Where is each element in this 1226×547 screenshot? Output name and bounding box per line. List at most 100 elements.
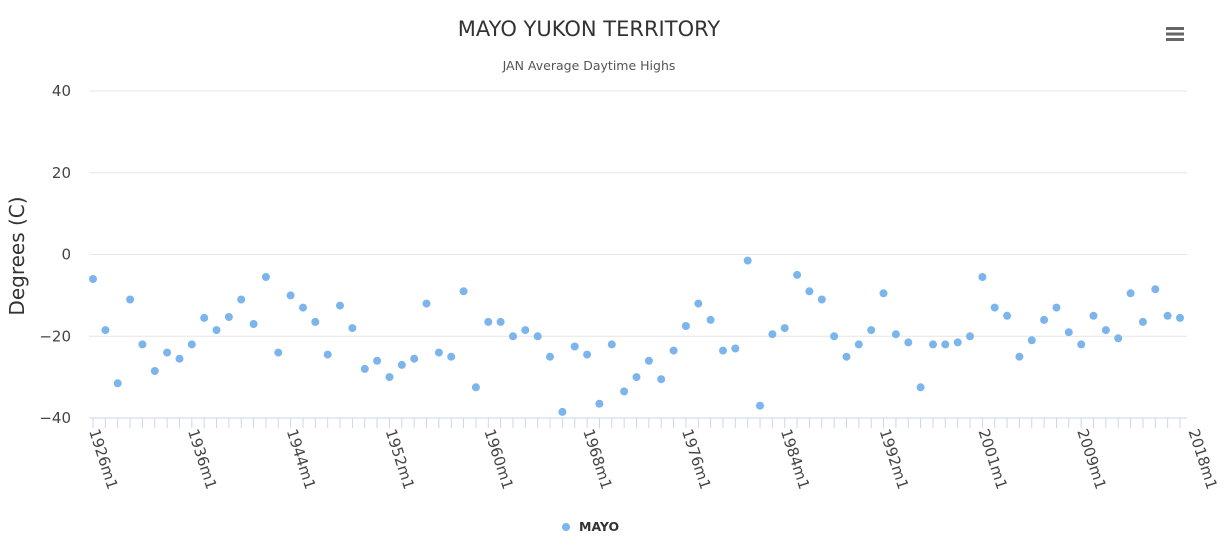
y-tick-label: −20 <box>39 327 71 345</box>
data-point[interactable] <box>274 348 283 357</box>
data-point[interactable] <box>583 350 592 359</box>
x-tick-label: 1968m1 <box>579 427 615 492</box>
data-point[interactable] <box>521 326 530 335</box>
data-point[interactable] <box>731 344 740 353</box>
data-point[interactable] <box>546 352 554 361</box>
legend-marker <box>562 523 570 531</box>
data-point[interactable] <box>447 352 456 361</box>
data-point[interactable] <box>780 324 789 333</box>
data-point[interactable] <box>916 383 925 392</box>
data-point[interactable] <box>385 373 394 382</box>
data-point[interactable] <box>249 320 258 328</box>
data-point[interactable] <box>1114 334 1123 343</box>
data-point[interactable] <box>558 407 567 416</box>
data-point[interactable] <box>187 340 196 349</box>
data-points <box>89 256 1184 416</box>
data-point[interactable] <box>595 399 604 408</box>
data-point[interactable] <box>793 270 802 279</box>
data-point[interactable] <box>299 303 307 312</box>
data-point[interactable] <box>1138 317 1147 326</box>
data-point[interactable] <box>360 364 369 373</box>
data-point[interactable] <box>1003 311 1012 320</box>
data-point[interactable] <box>311 317 320 326</box>
data-point[interactable] <box>533 332 542 341</box>
data-point[interactable] <box>941 340 950 349</box>
data-point[interactable] <box>471 383 480 392</box>
data-point[interactable] <box>336 301 344 310</box>
context-menu-button[interactable] <box>1162 21 1188 45</box>
data-point[interactable] <box>1040 315 1049 324</box>
data-point[interactable] <box>1176 313 1184 322</box>
data-point[interactable] <box>694 299 703 308</box>
data-point[interactable] <box>904 338 913 347</box>
data-point[interactable] <box>138 340 147 349</box>
data-point[interactable] <box>607 340 616 349</box>
data-point[interactable] <box>237 295 246 304</box>
data-point[interactable] <box>1052 303 1061 312</box>
data-point[interactable] <box>200 313 209 322</box>
data-point[interactable] <box>286 291 295 300</box>
data-point[interactable] <box>632 373 641 382</box>
data-point[interactable] <box>1064 328 1073 337</box>
data-point[interactable] <box>1077 340 1086 349</box>
data-point[interactable] <box>434 348 443 357</box>
data-point[interactable] <box>1151 285 1160 294</box>
legend-label: MAYO <box>579 519 619 534</box>
data-point[interactable] <box>373 356 382 365</box>
data-point[interactable] <box>929 340 937 349</box>
data-point[interactable] <box>681 322 690 330</box>
data-point[interactable] <box>990 303 999 312</box>
data-point[interactable] <box>212 326 221 335</box>
data-point[interactable] <box>150 367 159 375</box>
data-point[interactable] <box>830 332 839 341</box>
data-point[interactable] <box>644 356 653 365</box>
data-point[interactable] <box>484 317 493 326</box>
data-point[interactable] <box>867 326 876 335</box>
data-point[interactable] <box>706 315 715 324</box>
data-point[interactable] <box>224 313 233 321</box>
data-point[interactable] <box>854 340 863 349</box>
data-point[interactable] <box>126 295 135 304</box>
data-point[interactable] <box>657 375 666 384</box>
data-point[interactable] <box>978 273 987 281</box>
data-point[interactable] <box>1163 311 1172 320</box>
data-point[interactable] <box>113 379 122 388</box>
data-point[interactable] <box>966 332 974 341</box>
data-point[interactable] <box>570 342 579 351</box>
data-point[interactable] <box>496 317 505 326</box>
data-point[interactable] <box>397 360 406 369</box>
x-tick-label: 1952m1 <box>382 427 418 492</box>
data-point[interactable] <box>1089 311 1098 320</box>
data-point[interactable] <box>509 332 517 341</box>
data-point[interactable] <box>805 287 814 296</box>
data-point[interactable] <box>719 346 727 355</box>
data-point[interactable] <box>422 299 431 308</box>
data-point[interactable] <box>163 348 172 357</box>
gridlines <box>89 90 1187 337</box>
data-point[interactable] <box>669 346 678 355</box>
chart-title: MAYO YUKON TERRITORY <box>458 17 721 41</box>
data-point[interactable] <box>768 330 777 339</box>
data-point[interactable] <box>89 275 97 283</box>
data-point[interactable] <box>1027 336 1036 345</box>
data-point[interactable] <box>743 256 752 265</box>
data-point[interactable] <box>620 387 629 396</box>
data-point[interactable] <box>1126 289 1135 298</box>
data-point[interactable] <box>175 354 184 363</box>
data-point[interactable] <box>101 326 110 335</box>
data-point[interactable] <box>261 273 270 281</box>
data-point[interactable] <box>879 289 888 298</box>
data-point[interactable] <box>891 330 900 339</box>
data-point[interactable] <box>953 338 962 347</box>
data-point[interactable] <box>459 287 468 296</box>
data-point[interactable] <box>1101 326 1110 335</box>
data-point[interactable] <box>410 354 419 363</box>
data-point[interactable] <box>348 324 357 333</box>
x-tick-label: 1936m1 <box>184 427 220 492</box>
data-point[interactable] <box>756 401 764 410</box>
data-point[interactable] <box>323 350 332 359</box>
data-point[interactable] <box>817 295 826 304</box>
legend-item-mayo[interactable]: MAYO <box>562 519 619 534</box>
data-point[interactable] <box>1015 352 1024 361</box>
data-point[interactable] <box>842 352 851 361</box>
